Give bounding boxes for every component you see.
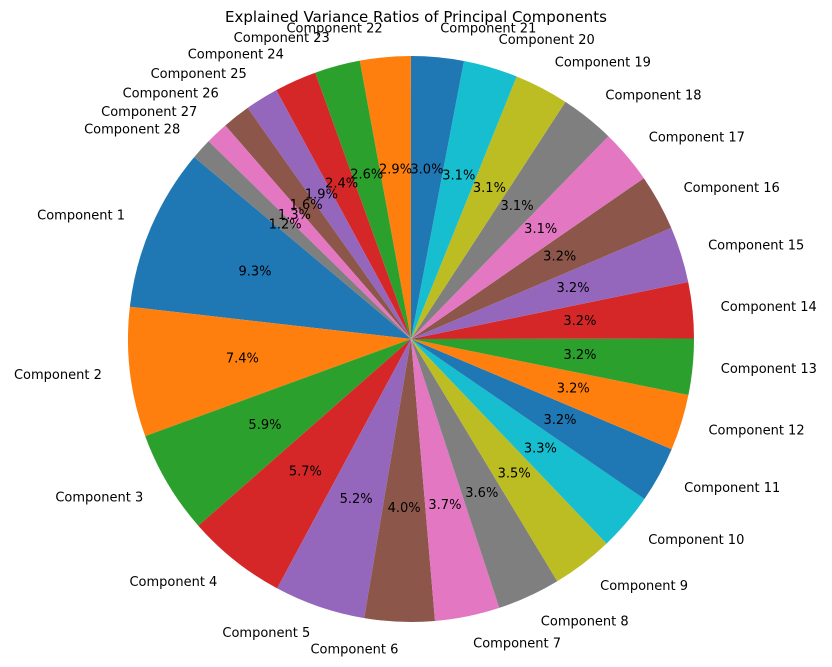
pie-slice-component-12 (411, 339, 689, 450)
pie-slice-component-18 (411, 101, 609, 339)
pie-slice-component-14 (411, 282, 694, 339)
slice-label-component-14: Component 14 (721, 300, 817, 315)
pie-slice-component-22 (359, 56, 411, 339)
slice-label-component-16: Component 16 (684, 181, 780, 196)
pie-slice-component-1 (129, 157, 411, 339)
pie-slice-component-23 (315, 60, 411, 340)
slice-label-component-8: Component 8 (541, 614, 629, 629)
percent-label-component-9: 3.5% (498, 466, 531, 481)
slice-label-component-19: Component 19 (555, 55, 651, 70)
percent-label-component-22: 2.9% (379, 162, 412, 177)
pie-slice-component-25 (247, 90, 411, 339)
pie-slice-component-5 (277, 339, 411, 619)
pie-slice-component-28 (194, 141, 411, 339)
percent-label-component-15: 3.2% (557, 281, 590, 296)
slice-label-component-20: Component 20 (499, 33, 595, 48)
percent-label-component-11: 3.2% (543, 413, 576, 428)
pie-slice-component-3 (145, 339, 412, 526)
slice-label-component-26: Component 26 (123, 87, 219, 102)
slice-label-component-15: Component 15 (708, 239, 804, 254)
slices-group (128, 55, 695, 622)
slice-label-component-7: Component 7 (473, 637, 561, 652)
percent-label-component-7: 3.7% (428, 498, 461, 513)
slice-label-component-9: Component 9 (600, 579, 688, 594)
percent-label-component-20: 3.1% (442, 169, 475, 184)
slice-label-component-21: Component 21 (440, 22, 536, 37)
pie-slice-component-10 (411, 339, 645, 544)
percent-label-component-27: 1.3% (278, 208, 311, 223)
pie-slice-component-6 (364, 339, 435, 622)
pie-slice-component-8 (411, 339, 558, 608)
slice-label-component-18: Component 18 (605, 88, 701, 103)
slice-label-component-23: Component 23 (234, 31, 330, 46)
slice-label-component-28: Component 28 (84, 123, 180, 138)
pie-slice-component-19 (411, 76, 566, 339)
percent-label-component-2: 7.4% (226, 351, 259, 366)
percent-label-component-26: 1.6% (290, 198, 323, 213)
percent-label-component-19: 3.1% (473, 181, 506, 196)
percent-label-component-3: 5.9% (248, 418, 281, 433)
pie-slice-component-15 (411, 227, 689, 339)
percent-label-component-14: 3.2% (563, 314, 596, 329)
pie-slice-component-11 (411, 339, 672, 499)
pie-slice-component-26 (225, 107, 411, 340)
percent-label-component-18: 3.1% (501, 199, 534, 214)
percent-label-component-23: 2.6% (350, 168, 383, 183)
slice-label-component-6: Component 6 (310, 643, 398, 658)
pie-slice-component-21 (410, 55, 464, 339)
slice-label-component-17: Component 17 (649, 131, 745, 146)
slice-label-component-2: Component 2 (14, 368, 102, 383)
pie-slice-component-2 (128, 306, 411, 437)
percent-label-component-16: 3.2% (543, 250, 576, 265)
percent-label-component-5: 5.2% (340, 492, 373, 507)
slice-label-component-3: Component 3 (55, 490, 143, 505)
pie-slice-component-7 (411, 339, 500, 621)
slice-label-component-5: Component 5 (222, 626, 310, 641)
pie-slice-component-9 (411, 339, 607, 582)
percent-label-component-17: 3.1% (524, 222, 557, 237)
chart-title: Explained Variance Ratios of Principal C… (225, 8, 607, 26)
pie-slice-component-27 (208, 125, 411, 339)
slice-label-component-10: Component 10 (648, 533, 744, 548)
percent-label-component-21: 3.0% (410, 162, 443, 177)
pie-slice-component-16 (411, 178, 672, 339)
percent-label-component-10: 3.3% (524, 441, 557, 456)
slice-label-component-4: Component 4 (129, 575, 217, 590)
percent-label-component-24: 2.4% (325, 177, 358, 192)
percent-label-component-6: 4.0% (388, 501, 421, 516)
percent-label-component-12: 3.2% (557, 382, 590, 397)
percent-label-component-25: 1.9% (305, 187, 338, 202)
slice-label-component-22: Component 22 (286, 21, 382, 36)
percent-label-component-13: 3.2% (563, 348, 596, 363)
pie-slice-component-20 (411, 60, 517, 340)
percent-labels-group: 9.3% 7.4% 5.9% 5.7% 5.2% 4.0% 3.7% 3.6%3.5% 3.3%… (226, 162, 597, 516)
percent-label-component-28: 1.2% (269, 218, 302, 233)
slice-label-component-11: Component 11 (684, 481, 780, 496)
pie-slice-component-13 (411, 338, 695, 395)
slice-label-component-27: Component 27 (101, 105, 197, 120)
percent-label-component-8: 3.6% (465, 486, 498, 501)
slice-label-component-12: Component 12 (708, 423, 804, 438)
slice-labels-group: Component 1 Component 2 Component 3 Compone… (14, 21, 817, 657)
slice-label-component-13: Component 13 (721, 362, 817, 377)
pie-slice-component-17 (411, 136, 644, 339)
percent-label-component-4: 5.7% (289, 464, 322, 479)
slice-label-component-24: Component 24 (188, 47, 284, 62)
pie-slice-component-24 (276, 72, 411, 340)
percent-label-component-1: 9.3% (239, 264, 272, 279)
slice-label-component-25: Component 25 (151, 67, 247, 82)
pie-slice-component-4 (198, 339, 411, 589)
slice-label-component-1: Component 1 (37, 208, 125, 223)
